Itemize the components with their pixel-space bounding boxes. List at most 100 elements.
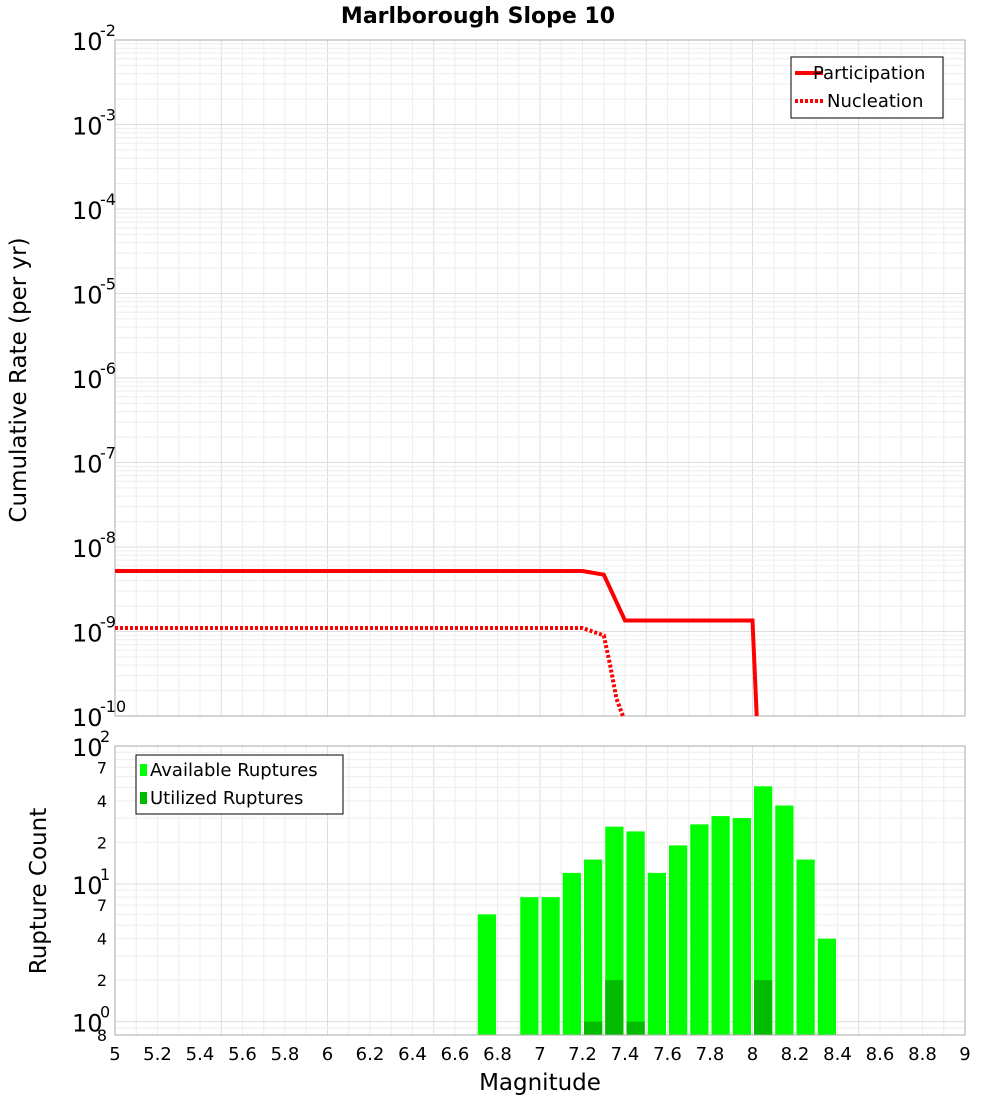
available-ruptures-bar [669, 845, 688, 1035]
bottom-y-minor-tick: 7 [97, 896, 107, 915]
x-tick-label: 7.6 [653, 1044, 682, 1065]
bottom-y-tick-base: 10 [72, 872, 103, 900]
bottom-y-major-tick: 100 [72, 1003, 110, 1038]
series-line-nucleation [115, 626, 625, 717]
x-tick-label: 5 [109, 1044, 120, 1065]
top-y-tick-exponent: -4 [100, 190, 116, 209]
bottom-y-tick-exponent: 0 [100, 1003, 110, 1022]
utilized-ruptures-bar [605, 980, 624, 1035]
x-tick-labels: 5 5.2 5.4 5.6 5.8 6 6.2 6.4 6.6 6.8 7 7.2 7.4 7.6 7.8 8… [109, 1044, 970, 1065]
bottom-legend: Available Ruptures Utilized Ruptures [135, 754, 344, 815]
bottom-bars [477, 786, 836, 1035]
top-y-tick: 10-4 [72, 190, 116, 225]
x-tick-label: 6.8 [483, 1044, 512, 1065]
x-tick-label: 8.6 [866, 1044, 895, 1065]
top-y-tick-labels: 10-210-310-410-510-610-710-810-910-10 [72, 21, 126, 732]
bottom-y-tick-exponent: 1 [100, 865, 110, 884]
legend-utilized-label: Utilized Ruptures [150, 788, 303, 809]
bottom-y-minor-tick: 4 [97, 792, 107, 811]
top-y-tick-exponent: -5 [100, 275, 116, 294]
available-ruptures-bar [711, 816, 730, 1035]
legend-participation-label: Participation [813, 63, 925, 84]
top-y-axis-label: Cumulative Rate (per yr) [6, 237, 32, 522]
top-y-tick-exponent: -3 [100, 106, 116, 125]
top-plot-grid [114, 40, 966, 717]
x-tick-label: 6.6 [441, 1044, 470, 1065]
top-y-tick-exponent: -9 [100, 613, 116, 632]
top-y-tick-base: 10 [72, 113, 103, 141]
bottom-y-major-tick: 101 [72, 865, 110, 900]
available-ruptures-bar [754, 786, 773, 1035]
utilized-ruptures-bar [584, 1021, 603, 1035]
top-y-tick: 10-2 [72, 21, 116, 56]
top-y-tick-base: 10 [72, 366, 103, 394]
x-tick-label: 5.4 [186, 1044, 215, 1065]
top-legend-box [790, 56, 944, 119]
available-ruptures-bar [796, 859, 815, 1035]
bottom-y-tick-base: 10 [72, 1010, 103, 1038]
series-line-participation [115, 569, 759, 717]
x-tick-label: 7.4 [611, 1044, 640, 1065]
top-plot-area [114, 39, 966, 717]
available-ruptures-bar [817, 938, 836, 1035]
x-tick-label: 6.4 [398, 1044, 427, 1065]
available-ruptures-bar [520, 897, 539, 1035]
available-ruptures-bar [626, 831, 645, 1035]
top-y-tick: 10-5 [72, 275, 116, 310]
chart-title: Marlborough Slope 10 [341, 4, 615, 29]
top-y-tick-exponent: -6 [100, 359, 116, 378]
top-series-lines [115, 569, 759, 717]
bottom-y-minor-tick: 2 [97, 833, 107, 852]
top-y-tick-exponent: -2 [100, 21, 116, 40]
bottom-y-minor-tick: 4 [97, 930, 107, 949]
top-y-tick-base: 10 [72, 451, 103, 479]
available-ruptures-bar [584, 859, 603, 1035]
x-axis-label: Magnitude [479, 1070, 601, 1096]
top-y-tick: 10-6 [72, 359, 116, 394]
bottom-y-tick-base: 10 [72, 734, 103, 762]
bottom-y-major-tick: 102 [72, 727, 110, 762]
x-tick-label: 8.4 [823, 1044, 852, 1065]
x-tick-label: 8.8 [908, 1044, 937, 1065]
available-ruptures-bar [690, 824, 709, 1035]
available-ruptures-bar [541, 897, 560, 1035]
top-y-tick: 10-10 [72, 697, 126, 732]
x-tick-label: 5.8 [271, 1044, 300, 1065]
x-tick-label: 7.2 [568, 1044, 597, 1065]
top-y-tick: 10-8 [72, 528, 116, 563]
utilized-ruptures-bar [754, 980, 773, 1035]
top-y-tick: 10-3 [72, 106, 116, 141]
top-y-tick-base: 10 [72, 28, 103, 56]
top-legend: Participation Nucleation [790, 56, 944, 119]
bottom-y-axis-label: Rupture Count [26, 808, 52, 974]
top-y-tick: 10-9 [72, 613, 116, 648]
x-tick-label: 5.6 [228, 1044, 257, 1065]
top-y-tick-base: 10 [72, 704, 103, 732]
x-tick-label: 5.2 [143, 1044, 172, 1065]
bottom-y-tick-exponent: 2 [100, 727, 110, 746]
x-tick-label: 7.8 [696, 1044, 725, 1065]
x-tick-label: 8.2 [781, 1044, 810, 1065]
x-tick-label: 6.2 [356, 1044, 385, 1065]
top-y-tick: 10-7 [72, 444, 116, 479]
top-y-tick-base: 10 [72, 620, 103, 648]
legend-nucleation-label: Nucleation [827, 91, 923, 112]
legend-utilized-swatch [140, 792, 147, 804]
bottom-legend-box [135, 754, 344, 815]
legend-available-swatch [140, 764, 147, 776]
top-y-tick-base: 10 [72, 282, 103, 310]
bottom-y-minor-tick: 8 [97, 1026, 107, 1045]
available-ruptures-bar [562, 872, 581, 1035]
available-ruptures-bar [647, 872, 666, 1035]
x-tick-label: 6 [322, 1044, 333, 1065]
legend-available-label: Available Ruptures [150, 760, 318, 781]
top-y-tick-exponent: -8 [100, 528, 116, 547]
x-tick-label: 8 [747, 1044, 758, 1065]
bottom-y-minor-tick: 7 [97, 758, 107, 777]
x-tick-label: 9 [959, 1044, 970, 1065]
top-y-tick-exponent: -7 [100, 444, 116, 463]
available-ruptures-bar [732, 818, 751, 1035]
available-ruptures-bar [477, 914, 496, 1035]
